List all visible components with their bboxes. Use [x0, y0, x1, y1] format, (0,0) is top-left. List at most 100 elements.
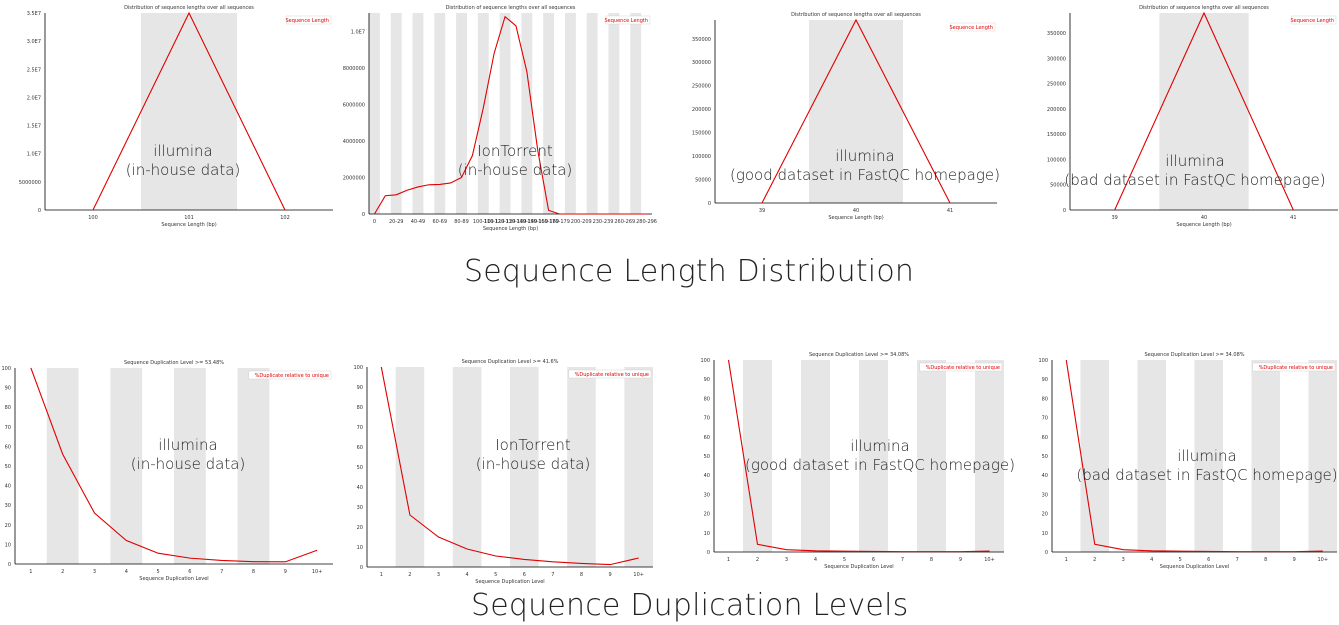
legend-box: [1291, 15, 1337, 25]
y-tick-label: 80: [357, 405, 363, 411]
series-line: [30, 367, 318, 563]
shaded-band: [564, 13, 576, 214]
x-tick-label: 10+: [1317, 557, 1328, 563]
series-line: [373, 15, 647, 215]
dataset-annotation: illumina: [158, 436, 218, 454]
shaded-band: [477, 13, 489, 214]
dataset-annotation: (in-house data): [476, 455, 591, 473]
y-tick-label: 0: [8, 562, 11, 568]
x-tick-label: 5: [1179, 557, 1182, 563]
x-tick-label: 41: [947, 208, 953, 214]
x-axis-label: Sequence Duplication Level: [824, 564, 893, 570]
x-axis-label: Sequence Length (bp): [828, 215, 883, 221]
shaded-band: [141, 13, 237, 210]
y-tick-label: 0: [38, 208, 41, 214]
y-tick-label: 1.0E7: [351, 29, 365, 35]
x-tick-label: 6: [872, 557, 875, 563]
y-tick-label: 2.0E7: [27, 95, 41, 101]
x-axis-label: Sequence Length (bp): [161, 222, 216, 228]
y-tick-label: 200000: [1047, 107, 1066, 113]
series-line: [727, 359, 990, 553]
x-tick-label: 110-119: [484, 219, 505, 225]
y-tick-label: 60: [357, 445, 363, 451]
series-line: [380, 366, 639, 566]
y-tick-label: 80: [1042, 396, 1048, 402]
shaded-band: [1137, 360, 1166, 552]
y-tick-label: 20: [1042, 512, 1048, 518]
shaded-band: [809, 20, 903, 203]
y-tick-label: 50000: [1050, 183, 1066, 189]
y-tick-label: 30: [704, 492, 710, 498]
y-tick-label: 100: [1038, 358, 1048, 364]
chart-length-illumina-bad: 0 50000 100000 150000 200000 250000 300000 3500…: [1047, 5, 1338, 228]
legend-box: [950, 22, 996, 32]
x-tick-label: 3: [1122, 557, 1125, 563]
x-tick-label: 7: [901, 557, 904, 563]
x-tick-label: 170-179: [549, 219, 570, 225]
x-tick-label: 260-269: [614, 219, 635, 225]
y-tick-label: 40: [357, 485, 363, 491]
y-tick-label: 80: [5, 405, 11, 411]
y-tick-label: 30: [1042, 492, 1048, 498]
shaded-band: [369, 13, 380, 214]
legend-label: Sequence Length: [605, 18, 649, 24]
y-tick-label: 0: [707, 550, 710, 556]
x-tick-label: 39: [1111, 215, 1117, 221]
series-line: [1065, 359, 1323, 553]
shaded-band: [499, 13, 511, 214]
x-tick-label: 1: [727, 557, 730, 563]
shaded-band: [1308, 360, 1337, 552]
y-tick-label: 100: [1, 366, 11, 372]
dataset-annotation: (good dataset in FastQC homepage): [730, 166, 1000, 184]
y-tick-label: 10: [5, 542, 11, 548]
y-tick-label: 90: [5, 386, 11, 392]
shaded-band: [743, 360, 772, 552]
y-tick-label: 70: [357, 425, 363, 431]
y-tick-label: 60: [704, 435, 710, 441]
shaded-band: [1251, 360, 1280, 552]
y-tick-label: 100000: [1047, 157, 1066, 163]
y-tick-label: 2000000: [343, 175, 365, 181]
legend-box: [286, 15, 332, 25]
chart-duplication-iontorrent-inhouse: 0 10 20 30 40 50 60 70 80 90 100 1 2 3 4 5 6 7 8 9 10+ Sequen…: [353, 359, 653, 585]
dataset-annotation: illumina: [835, 147, 895, 165]
x-tick-label: 100: [88, 215, 98, 221]
shaded-band: [452, 367, 482, 567]
legend-label: %Duplicate relative to unique: [255, 373, 329, 379]
y-tick-label: 20: [357, 525, 363, 531]
section-title-length: Sequence Length Distribution: [464, 254, 915, 289]
shaded-band: [975, 360, 1004, 552]
y-tick-label: 6000000: [343, 102, 365, 108]
y-tick-label: 90: [357, 385, 363, 391]
y-tick-label: 100: [353, 365, 363, 371]
x-tick-label: 8: [930, 557, 933, 563]
y-tick-label: 40: [1042, 473, 1048, 479]
x-tick-label: 4: [466, 572, 469, 578]
legend-label: Sequence Length: [286, 18, 330, 24]
shaded-band: [174, 368, 206, 564]
x-tick-label: 60-69: [432, 219, 447, 225]
x-tick-label: 5: [157, 569, 160, 575]
shaded-band: [521, 13, 533, 214]
y-tick-label: 20: [5, 523, 11, 529]
y-tick-label: 70: [1042, 416, 1048, 422]
shaded-band: [586, 13, 598, 214]
y-tick-label: 10: [1042, 531, 1048, 537]
x-tick-label: 7: [551, 572, 554, 578]
x-tick-label: 10+: [633, 572, 644, 578]
y-tick-label: 350000: [1047, 31, 1066, 37]
dataset-annotation: illumina: [850, 437, 910, 455]
shaded-band: [456, 13, 467, 214]
y-tick-label: 20: [704, 512, 710, 518]
shaded-band: [412, 13, 424, 214]
shaded-band: [46, 368, 79, 564]
x-tick-label: 10+: [312, 569, 323, 575]
series-line: [1114, 11, 1294, 211]
shaded-band: [390, 13, 402, 214]
x-tick-label: 6: [523, 572, 526, 578]
y-tick-label: 4000000: [343, 139, 365, 145]
shaded-band: [510, 367, 539, 567]
x-tick-label: 8: [1264, 557, 1267, 563]
chart-title: Distribution of sequence lengths over al…: [446, 5, 576, 11]
x-tick-label: 200-209: [571, 219, 592, 225]
